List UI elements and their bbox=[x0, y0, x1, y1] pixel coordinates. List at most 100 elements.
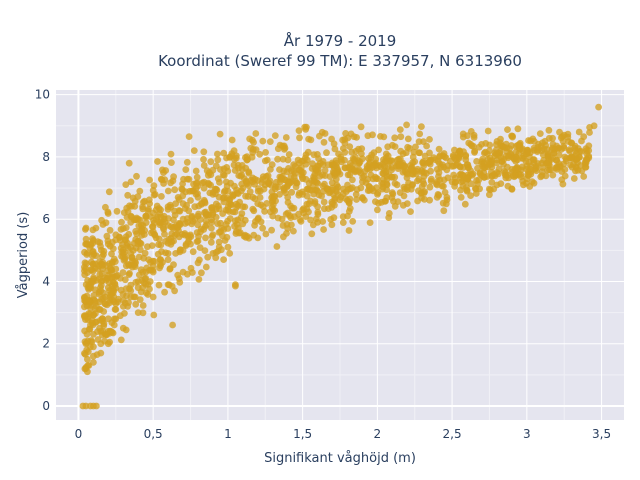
data-point bbox=[411, 158, 419, 166]
data-point bbox=[457, 194, 465, 201]
data-point bbox=[166, 265, 174, 272]
data-point bbox=[561, 166, 569, 173]
data-point bbox=[547, 166, 555, 174]
data-point bbox=[84, 368, 91, 376]
data-point bbox=[149, 268, 157, 276]
data-point bbox=[520, 181, 527, 189]
data-point bbox=[284, 156, 292, 164]
data-point bbox=[146, 200, 154, 208]
data-point bbox=[146, 285, 153, 293]
data-point bbox=[154, 158, 161, 165]
data-point bbox=[176, 221, 184, 229]
data-point bbox=[318, 128, 326, 136]
data-point bbox=[344, 212, 351, 220]
data-point bbox=[202, 234, 209, 242]
data-point bbox=[478, 141, 485, 148]
data-point bbox=[189, 248, 197, 256]
data-point bbox=[200, 156, 207, 163]
data-point bbox=[435, 145, 443, 153]
data-point bbox=[134, 237, 142, 245]
data-point bbox=[299, 175, 306, 183]
data-point bbox=[349, 176, 356, 184]
data-point bbox=[545, 126, 553, 134]
data-point bbox=[269, 197, 277, 204]
data-point bbox=[259, 203, 267, 211]
data-point bbox=[230, 147, 238, 155]
data-point bbox=[291, 162, 299, 170]
data-point bbox=[396, 126, 404, 133]
data-point bbox=[485, 185, 493, 193]
data-point bbox=[233, 200, 240, 208]
data-point bbox=[112, 306, 120, 313]
data-point bbox=[142, 212, 150, 220]
data-point bbox=[187, 240, 194, 248]
data-point bbox=[141, 197, 148, 205]
data-point bbox=[111, 258, 119, 265]
data-point bbox=[285, 178, 293, 186]
data-point bbox=[360, 172, 368, 180]
data-point bbox=[169, 321, 177, 329]
data-point bbox=[305, 200, 313, 208]
data-point bbox=[346, 143, 354, 151]
data-point bbox=[171, 186, 179, 194]
data-point bbox=[216, 179, 223, 186]
data-point bbox=[448, 178, 456, 186]
data-point bbox=[295, 127, 303, 134]
data-point bbox=[414, 177, 421, 185]
data-point bbox=[154, 250, 162, 258]
data-point bbox=[523, 175, 531, 183]
data-point bbox=[208, 218, 216, 226]
data-point bbox=[244, 156, 252, 163]
data-point bbox=[131, 263, 139, 270]
data-point bbox=[389, 141, 396, 149]
data-point bbox=[202, 263, 210, 271]
data-point bbox=[399, 150, 407, 158]
data-point bbox=[218, 246, 225, 254]
data-point bbox=[364, 132, 372, 140]
data-point bbox=[316, 172, 324, 180]
data-point bbox=[152, 234, 160, 242]
data-point bbox=[299, 206, 306, 214]
data-point bbox=[457, 186, 464, 194]
data-point bbox=[553, 142, 561, 150]
data-point bbox=[235, 229, 243, 237]
data-point bbox=[463, 175, 471, 183]
data-point bbox=[207, 181, 215, 189]
data-point bbox=[486, 147, 493, 155]
data-point bbox=[90, 352, 97, 360]
data-point bbox=[302, 151, 310, 159]
data-point bbox=[131, 197, 139, 205]
data-point bbox=[488, 168, 495, 176]
data-point bbox=[239, 203, 247, 211]
data-point bbox=[418, 123, 425, 130]
x-axis-label: Signifikant våghöjd (m) bbox=[264, 451, 416, 466]
data-point bbox=[314, 151, 321, 158]
data-point bbox=[242, 233, 250, 241]
data-point bbox=[135, 253, 143, 261]
data-point bbox=[81, 350, 88, 357]
data-point bbox=[131, 203, 139, 210]
data-point bbox=[350, 133, 358, 141]
data-point bbox=[294, 156, 302, 164]
data-point bbox=[104, 240, 112, 248]
data-point bbox=[396, 161, 404, 169]
data-point bbox=[313, 166, 320, 174]
data-point bbox=[285, 151, 293, 158]
data-point bbox=[553, 166, 561, 173]
data-point bbox=[290, 204, 298, 212]
data-point bbox=[284, 199, 292, 206]
data-point bbox=[161, 288, 169, 296]
data-point bbox=[566, 146, 573, 154]
data-point bbox=[336, 196, 344, 204]
data-point bbox=[135, 271, 143, 279]
y-axis-ticks: 0 2 4 6 8 10 bbox=[35, 88, 50, 413]
data-point bbox=[416, 149, 423, 157]
data-point bbox=[119, 225, 127, 232]
data-point bbox=[403, 121, 410, 129]
data-point bbox=[217, 228, 224, 236]
data-point bbox=[219, 171, 227, 179]
data-point bbox=[359, 194, 366, 201]
chart-title-line-1: År 1979 - 2019 bbox=[284, 31, 397, 50]
data-point bbox=[172, 200, 180, 208]
data-point bbox=[559, 137, 567, 145]
